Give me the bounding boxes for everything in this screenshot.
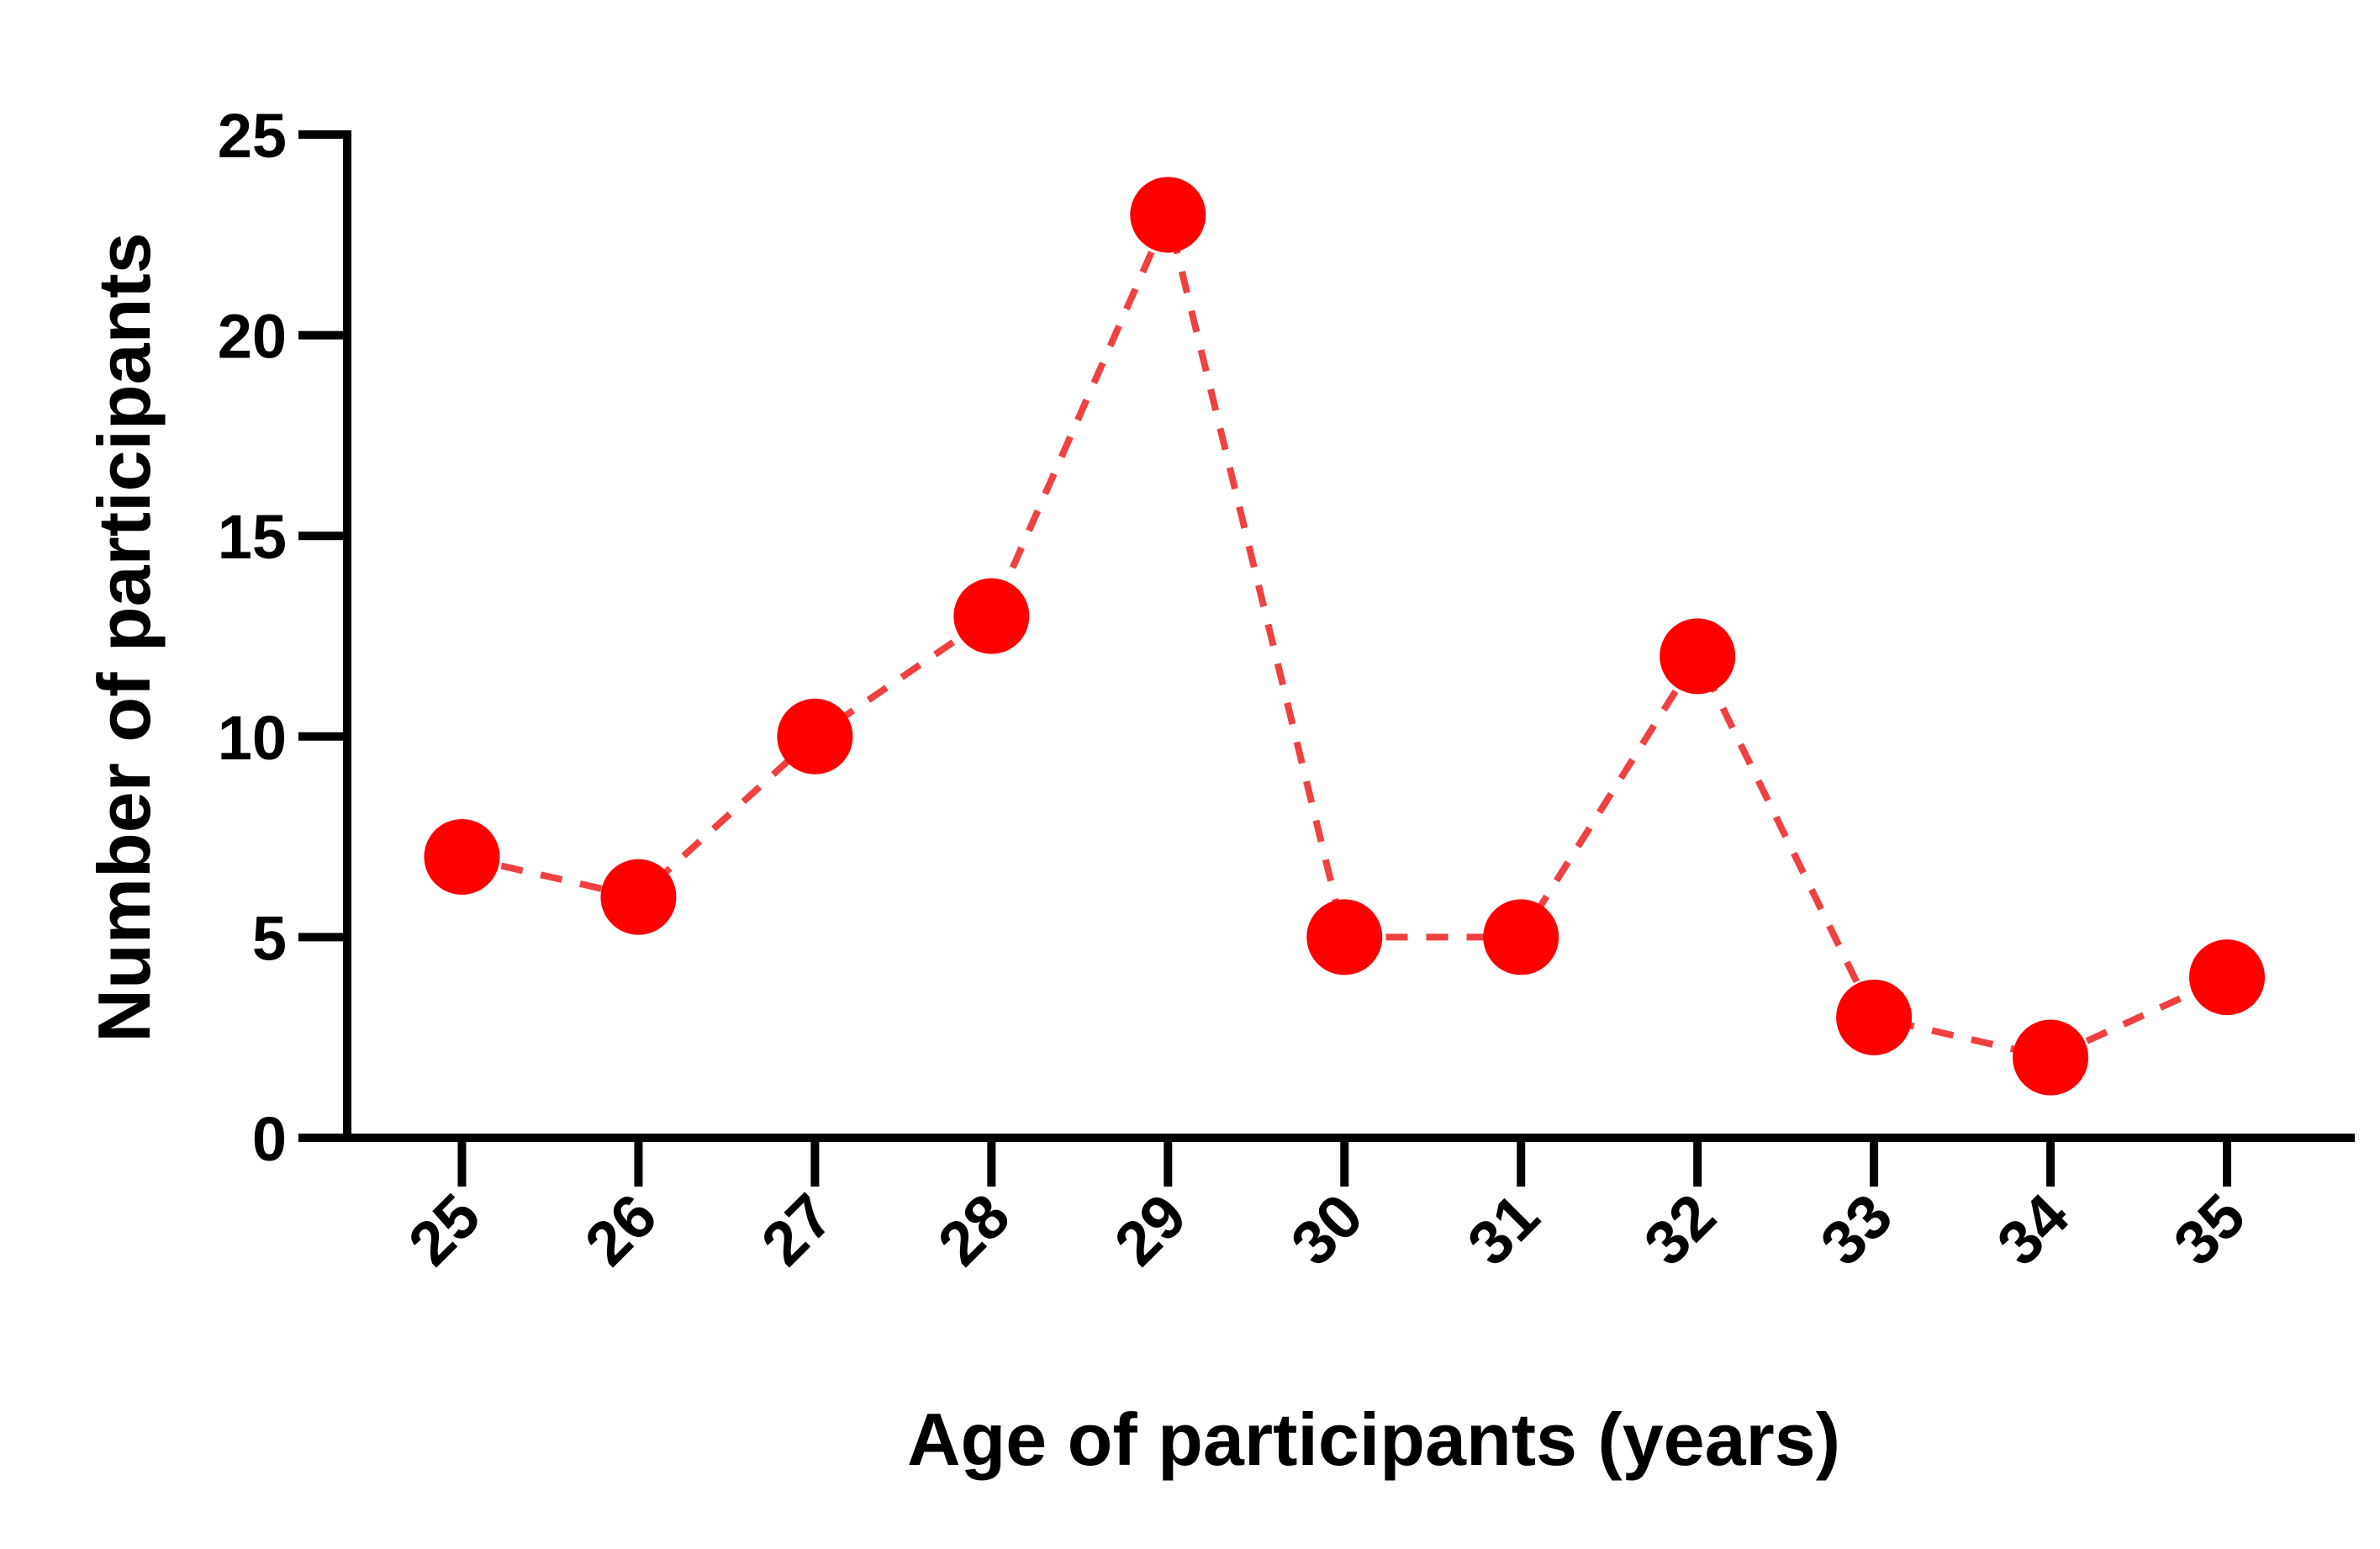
data-point xyxy=(2013,1019,2089,1096)
x-tick-label: 34 xyxy=(1983,1181,2082,1279)
plot-area xyxy=(424,177,2266,1096)
data-point xyxy=(1836,979,1913,1055)
y-tick-label: 25 xyxy=(218,101,287,171)
data-point xyxy=(1660,618,1736,695)
x-axis-title: Age of participants (years) xyxy=(907,1398,1840,1481)
x-tick-label: 32 xyxy=(1631,1181,1729,1279)
x-tick-label: 30 xyxy=(1278,1181,1376,1279)
x-tick-label: 35 xyxy=(2160,1181,2258,1279)
data-point xyxy=(1483,899,1559,975)
y-axis-ticks: 0 5 10 15 20 25 xyxy=(218,101,347,1174)
series-line xyxy=(461,204,2229,1061)
data-point xyxy=(1306,899,1383,975)
x-axis-ticks: 25 26 27 28 29 30 31 32 33 34 35 xyxy=(395,1138,2258,1279)
data-point xyxy=(1130,177,1206,253)
data-point xyxy=(424,818,500,895)
y-axis-title: Number of participants xyxy=(82,232,166,1042)
data-point xyxy=(953,578,1030,654)
y-tick-label: 20 xyxy=(218,302,287,372)
x-tick-label: 28 xyxy=(925,1181,1023,1279)
x-tick-label: 27 xyxy=(748,1181,847,1279)
data-point xyxy=(777,698,853,774)
x-tick-label: 26 xyxy=(572,1181,670,1279)
x-tick-label: 25 xyxy=(395,1181,493,1279)
x-tick-label: 33 xyxy=(1807,1181,1906,1279)
x-tick-label: 31 xyxy=(1454,1181,1553,1279)
x-tick-label: 29 xyxy=(1101,1181,1200,1279)
y-tick-label: 15 xyxy=(218,502,287,572)
y-tick-label: 0 xyxy=(252,1104,287,1174)
y-tick-label: 10 xyxy=(218,703,287,773)
data-point xyxy=(600,859,677,935)
data-point xyxy=(2189,939,2266,1016)
data-points xyxy=(424,177,2266,1096)
y-tick-label: 5 xyxy=(252,903,287,973)
